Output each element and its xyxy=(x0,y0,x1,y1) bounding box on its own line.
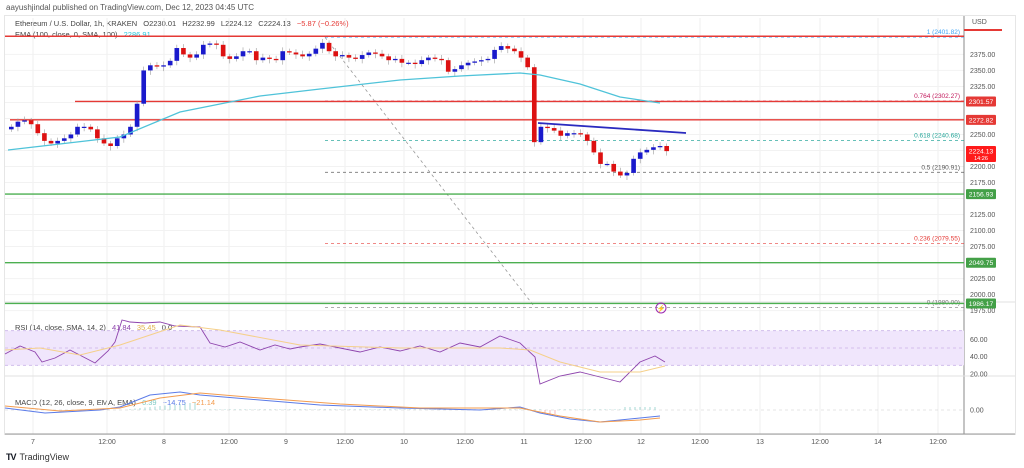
ema-value: 2286.91 xyxy=(123,30,151,39)
macd-label[interactable]: MACD (12, 26, close, 9, EMA, EMA) xyxy=(15,398,136,407)
ohlc-open: O2230.01 xyxy=(143,19,177,28)
time-axis-tick: 12:00 xyxy=(456,439,474,446)
rsi-label[interactable]: RSI (14, close, SMA, 14, 2) xyxy=(15,323,106,332)
time-axis-tick: 11 xyxy=(520,439,527,446)
ohlc-high: H2232.99 xyxy=(182,19,215,28)
time-axis-tick: 12:00 xyxy=(336,439,354,446)
time-axis-tick: 14 xyxy=(874,439,882,446)
brand-name: TradingView xyxy=(19,452,70,462)
time-axis-tick: 12:00 xyxy=(811,439,829,446)
ohlc-low: L2224.12 xyxy=(220,19,253,28)
ohlc-close: C2224.13 xyxy=(258,19,291,28)
macd-signal-value: −21.14 xyxy=(191,398,216,407)
time-axis-tick: 12:00 xyxy=(220,439,238,446)
rsi-sma-value: 35.45 xyxy=(136,323,156,332)
symbol-name[interactable]: Ethereum / U.S. Dollar, 1h, KRAKEN xyxy=(15,19,138,28)
time-axis-tick: 12:00 xyxy=(929,439,947,446)
time-axis-tick: 10 xyxy=(400,439,408,446)
macd-value: −14.75 xyxy=(162,398,186,407)
rsi-extra: 0 0 xyxy=(161,323,173,332)
published-by: aayushjindal published on TradingView.co… xyxy=(6,3,255,12)
time-axis-tick: 12:00 xyxy=(574,439,592,446)
time-axis-tick: 7 xyxy=(31,439,35,446)
time-axis-tick: 12 xyxy=(637,439,645,446)
macd-hist-value: 6.39 xyxy=(141,398,157,407)
time-axis-tick: 12:00 xyxy=(98,439,116,446)
time-axis-tick: 8 xyxy=(162,439,166,446)
chart-frame: Ethereum / U.S. Dollar, 1h, KRAKEN O2230… xyxy=(4,15,1016,435)
rsi-legend: RSI (14, close, SMA, 14, 2) 41.84 35.45 … xyxy=(15,323,176,332)
time-axis-tick: 12:00 xyxy=(691,439,709,446)
symbol-legend: Ethereum / U.S. Dollar, 1h, KRAKEN O2230… xyxy=(15,19,353,28)
time-axis-tick: 9 xyxy=(284,439,288,446)
rsi-value: 41.84 xyxy=(111,323,131,332)
tradingview-brand[interactable]: TV TradingView xyxy=(6,452,69,462)
tradingview-logo-icon: TV xyxy=(6,452,16,462)
macd-legend: MACD (12, 26, close, 9, EMA, EMA) 6.39 −… xyxy=(15,398,219,407)
ema-label[interactable]: EMA (100, close, 0, SMA, 100) xyxy=(15,30,118,39)
ohlc-change: −5.87 (−0.26%) xyxy=(296,19,349,28)
time-axis-tick: 13 xyxy=(756,439,764,446)
ema-legend: EMA (100, close, 0, SMA, 100) 2286.91 xyxy=(15,30,155,39)
